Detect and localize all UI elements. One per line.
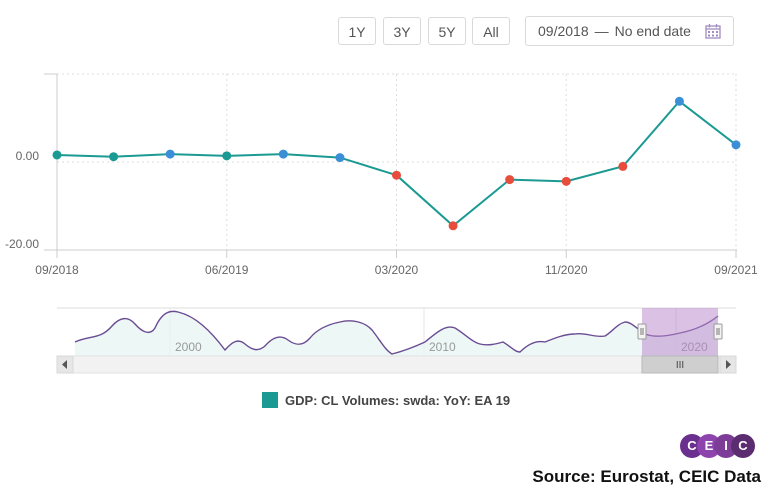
data-point[interactable] (448, 221, 458, 231)
navigator-area (75, 311, 718, 356)
y-tick-label: 0.00 (16, 149, 40, 163)
y-tick-label: -20.00 (5, 237, 39, 251)
data-point[interactable] (674, 96, 684, 106)
navigator-right-handle[interactable] (713, 323, 723, 340)
grid (56, 73, 737, 251)
range-start: 09/2018 (538, 23, 589, 39)
line-chart: 0.00 -20.00 09/2018 06/2019 03/2020 11/2020 0… (5, 73, 758, 277)
navigator-selection[interactable] (642, 308, 718, 356)
navigator[interactable]: 2000 2010 2020 III (0, 300, 767, 380)
range-3y-button[interactable]: 3Y (383, 17, 421, 45)
data-point[interactable] (52, 150, 62, 160)
data-point[interactable] (392, 170, 401, 180)
data-point[interactable] (109, 152, 119, 162)
source-note: Source: Eurostat, CEIC Data (532, 467, 761, 486)
navigator-label-2000: 2000 (175, 340, 202, 354)
x-tick-label: 11/2020 (545, 263, 588, 277)
scrollbar-thumb[interactable] (641, 355, 719, 374)
data-point[interactable] (731, 140, 741, 150)
range-end: No end date (614, 23, 691, 39)
legend-swatch (262, 392, 278, 408)
data-point[interactable] (165, 149, 175, 159)
legend-label: GDP: CL Volumes: swda: YoY: EA 19 (285, 392, 511, 408)
legend[interactable]: GDP: CL Volumes: swda: YoY: EA 19 (262, 392, 510, 408)
data-point[interactable] (618, 161, 628, 171)
data-point[interactable] (222, 151, 232, 161)
arrow-right-icon (726, 360, 731, 369)
navigator-label-2010: 2010 (429, 340, 456, 354)
logo-letter: C (731, 434, 755, 458)
range-1y-button[interactable]: 1Y (338, 17, 376, 45)
ceic-logo: C E I C (680, 434, 755, 458)
scrollbar-track[interactable] (56, 355, 737, 374)
scrollbar-grip: III (676, 360, 684, 371)
range-5y-button[interactable]: 5Y (428, 17, 466, 45)
x-tick-label: 03/2020 (375, 263, 419, 277)
x-tick-label: 06/2019 (205, 263, 249, 277)
range-separator: — (594, 23, 609, 39)
data-point[interactable] (335, 153, 345, 163)
data-point[interactable] (505, 175, 515, 185)
arrow-left-icon (62, 360, 67, 369)
data-point[interactable] (561, 176, 571, 186)
calendar-icon[interactable] (705, 23, 721, 39)
range-all-button[interactable]: All (472, 17, 510, 45)
date-range-picker[interactable]: 09/2018 — No end date (525, 16, 734, 46)
x-tick-label: 09/2018 (35, 263, 79, 277)
navigator-line (74, 310, 719, 355)
data-point[interactable] (278, 149, 288, 159)
navigator-left-handle[interactable] (637, 323, 647, 340)
x-tick-label: 09/2021 (714, 263, 758, 277)
